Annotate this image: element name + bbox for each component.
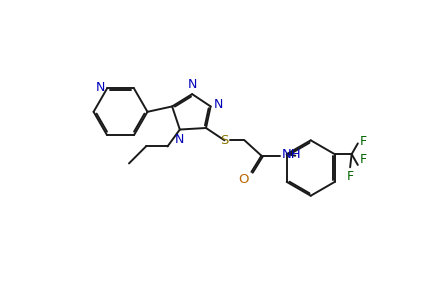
- Text: F: F: [346, 170, 354, 183]
- Text: F: F: [360, 154, 367, 166]
- Text: N: N: [175, 133, 184, 146]
- Text: N: N: [214, 98, 223, 112]
- Text: N: N: [95, 81, 105, 94]
- Text: F: F: [360, 135, 367, 148]
- Text: O: O: [238, 173, 248, 186]
- Text: NH: NH: [282, 148, 302, 161]
- Text: N: N: [187, 78, 197, 91]
- Text: S: S: [220, 134, 229, 147]
